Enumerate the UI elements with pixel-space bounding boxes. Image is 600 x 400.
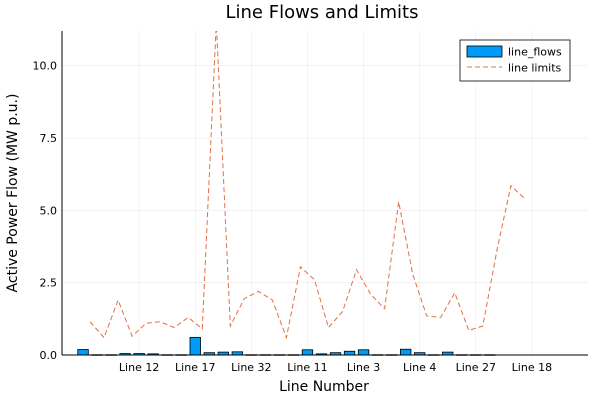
- x-tick-label: Line 32: [231, 361, 271, 374]
- axes-layer: 0.0 2.5 5.0 7.5 10.0 Line 12 Line 17 Line 32 Lin…: [33, 31, 588, 374]
- legend-label-line-limits: line limits: [508, 62, 562, 75]
- x-tick-label: Line 17: [175, 361, 215, 374]
- bar: [399, 348, 412, 356]
- y-tick-label: 0.0: [40, 349, 58, 362]
- bar: [77, 349, 89, 356]
- x-tick-label: Line 4: [403, 361, 436, 374]
- y-tick-label: 10.0: [33, 60, 58, 73]
- x-tick-label: Line 3: [347, 361, 380, 374]
- y-tick-label: 5.0: [40, 204, 58, 217]
- chart-title: Line Flows and Limits: [225, 2, 418, 23]
- y-axis-label: Active Power Flow (MW p.u.): [5, 94, 21, 293]
- bar: [357, 349, 370, 356]
- grid-layer: [62, 31, 588, 356]
- x-tick-label: Line 12: [119, 361, 159, 374]
- bar: [301, 349, 314, 356]
- x-tick-label: Line 27: [456, 361, 496, 374]
- x-tick-label: Line 11: [287, 361, 327, 374]
- bar: [343, 350, 356, 356]
- legend-bar-swatch: [466, 45, 503, 58]
- line-limits-series: [89, 31, 526, 340]
- y-tick-label: 7.5: [40, 132, 58, 145]
- bar: [189, 336, 201, 356]
- y-tick-label: 2.5: [40, 277, 58, 290]
- legend: line_flows line limits: [459, 39, 571, 82]
- line-layer: [89, 31, 526, 340]
- x-axis-label: Line Number: [279, 379, 369, 395]
- bars-layer: [77, 336, 496, 356]
- legend-label-line-flows: line_flows: [508, 46, 562, 59]
- x-tick-label: Line 18: [512, 361, 552, 374]
